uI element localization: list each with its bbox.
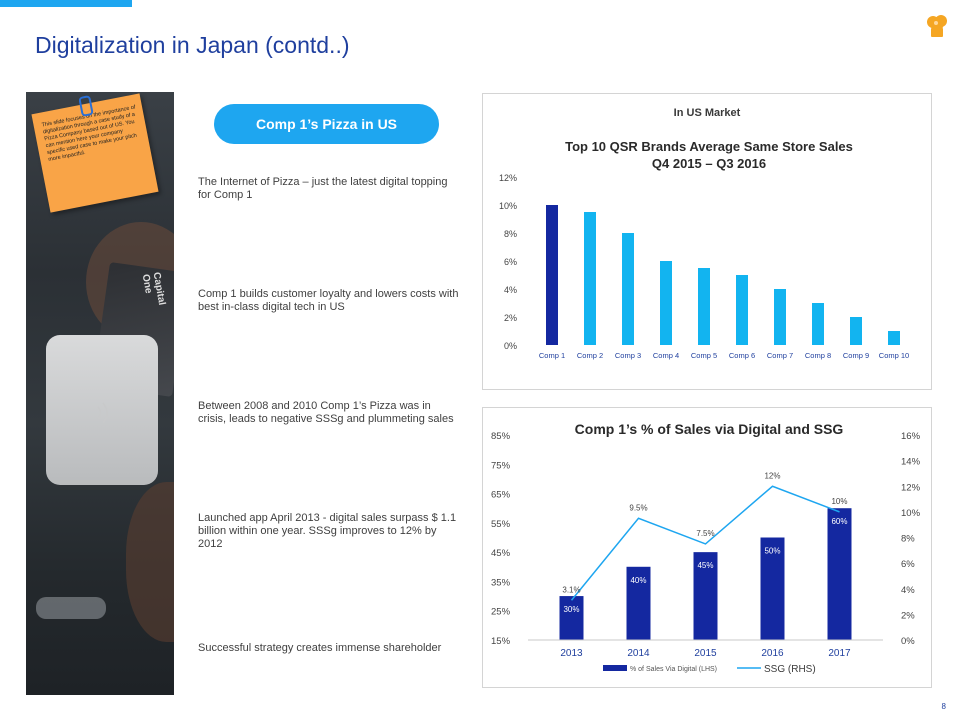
chart2-ytick-left: 75% bbox=[491, 460, 511, 471]
legend-label-digital: % of Sales Via Digital (LHS) bbox=[630, 666, 717, 673]
point-2: Comp 1 builds customer loyalty and lower… bbox=[198, 288, 459, 313]
legend-swatch-digital bbox=[603, 665, 627, 671]
chart2-ytick-right: 16% bbox=[901, 431, 921, 442]
chart2-line-label: 7.5% bbox=[696, 529, 714, 538]
chart2-line-label: 3.1% bbox=[562, 585, 580, 594]
chart1-xtick: Comp 7 bbox=[767, 351, 793, 360]
legend-label-ssg: SSG (RHS) bbox=[764, 664, 816, 675]
chart2-ytick-left: 25% bbox=[491, 607, 511, 618]
chart2-xtick: 2015 bbox=[694, 648, 717, 659]
chart2-bar bbox=[827, 508, 852, 640]
chart1-bar bbox=[888, 331, 900, 345]
chart1-ytick: 2% bbox=[504, 313, 517, 323]
card-reader bbox=[46, 335, 158, 485]
chart-panel-digital-ssg: Comp 1’s % of Sales via Digital and SSG … bbox=[482, 407, 932, 688]
chart2-legend: % of Sales Via Digital (LHS) SSG (RHS) bbox=[603, 664, 816, 675]
chart1-xtick: Comp 4 bbox=[653, 351, 679, 360]
chart2-ytick-left: 65% bbox=[491, 490, 511, 501]
chart2-ytick-right: 12% bbox=[901, 482, 921, 493]
chart1-bar bbox=[584, 212, 596, 345]
chart2-bar-label: 50% bbox=[764, 547, 780, 556]
chart1-ytick: 12% bbox=[499, 173, 517, 183]
chart2-ssg-line bbox=[570, 485, 840, 601]
chart1-bar bbox=[850, 317, 862, 345]
chart1-xtick: Comp 2 bbox=[577, 351, 603, 360]
chart2-bar-label: 45% bbox=[697, 561, 713, 570]
contactless-icon bbox=[97, 402, 108, 424]
chart1-header: In US Market bbox=[674, 107, 741, 119]
chart1-title: Top 10 QSR Brands Average Same Store Sal… bbox=[565, 139, 853, 154]
chart2-line-label: 10% bbox=[831, 497, 847, 506]
chart2-bar bbox=[693, 552, 718, 640]
chart2-xtick: 2014 bbox=[627, 648, 650, 659]
page-number: 8 bbox=[941, 702, 946, 711]
chart1-subtitle: Q4 2015 – Q3 2016 bbox=[652, 156, 766, 171]
chart1-xtick: Comp 10 bbox=[879, 351, 909, 360]
chart2-bar-label: 40% bbox=[630, 576, 646, 585]
chart2-xtick: 2017 bbox=[828, 648, 851, 659]
point-4: Launched app April 2013 - digital sales … bbox=[198, 512, 457, 550]
chart1-bar bbox=[774, 289, 786, 345]
keys-shape bbox=[36, 597, 106, 619]
point-5: Successful strategy creates immense shar… bbox=[198, 642, 442, 654]
chart2-ytick-right: 6% bbox=[901, 559, 915, 570]
top-accent-bar bbox=[0, 0, 132, 7]
chart1-ytick: 6% bbox=[504, 257, 517, 267]
chart2-ytick-right: 0% bbox=[901, 636, 915, 647]
chart1-bar bbox=[660, 261, 672, 345]
chart1-xtick: Comp 5 bbox=[691, 351, 717, 360]
chef-hat-logo-icon bbox=[927, 15, 947, 37]
chart2-ytick-right: 4% bbox=[901, 585, 915, 596]
chart1-xtick: Comp 8 bbox=[805, 351, 831, 360]
chart2-ytick-right: 14% bbox=[901, 457, 921, 468]
chart1-bar bbox=[736, 275, 748, 345]
chart1-bar bbox=[698, 268, 710, 345]
chart2-xtick: 2016 bbox=[761, 648, 784, 659]
chart2-line-label: 9.5% bbox=[629, 503, 647, 512]
chart2-bar-label: 30% bbox=[563, 605, 579, 614]
chart2-bar-label: 60% bbox=[831, 517, 847, 526]
point-1: The Internet of Pizza – just the latest … bbox=[198, 176, 448, 201]
digital-ssg-combo-chart: Comp 1’s % of Sales via Digital and SSG … bbox=[491, 421, 921, 675]
comp-pizza-pill: Comp 1’s Pizza in US bbox=[214, 104, 439, 144]
chart2-ytick-left: 45% bbox=[491, 548, 511, 559]
chart2-ytick-left: 55% bbox=[491, 519, 511, 530]
chart1-xtick: Comp 9 bbox=[843, 351, 869, 360]
chart1-ytick: 8% bbox=[504, 229, 517, 239]
chart2-ytick-right: 8% bbox=[901, 534, 915, 545]
sticky-note-text: This slide focuses on the importance of … bbox=[41, 104, 138, 163]
chart1-bar bbox=[622, 233, 634, 345]
qsr-bar-chart: In US Market Top 10 QSR Brands Average S… bbox=[499, 107, 909, 360]
chart-panel-us-market: In US Market Top 10 QSR Brands Average S… bbox=[482, 93, 932, 390]
chart2-title: Comp 1’s % of Sales via Digital and SSG bbox=[575, 421, 844, 437]
chart2-ytick-left: 35% bbox=[491, 577, 511, 588]
hand-shape-lower bbox=[126, 482, 174, 642]
chart1-ytick: 4% bbox=[504, 285, 517, 295]
chart2-bar bbox=[760, 537, 785, 640]
chart2-ytick-left: 15% bbox=[491, 636, 511, 647]
chart2-ytick-right: 2% bbox=[901, 610, 915, 621]
chart2-ytick-left: 85% bbox=[491, 431, 511, 442]
chart2-line-label: 12% bbox=[764, 471, 780, 480]
chart1-ytick: 0% bbox=[504, 341, 517, 351]
chart2-bar bbox=[626, 566, 651, 640]
chart2-bar bbox=[559, 596, 584, 640]
chart1-xtick: Comp 3 bbox=[615, 351, 641, 360]
chart1-xtick: Comp 1 bbox=[539, 351, 565, 360]
chart1-ytick: 10% bbox=[499, 201, 517, 211]
page-title: Digitalization in Japan (contd..) bbox=[35, 32, 350, 58]
chart2-ytick-right: 10% bbox=[901, 508, 921, 519]
point-3: Between 2008 and 2010 Comp 1’s Pizza was… bbox=[198, 400, 454, 425]
chart1-xtick: Comp 6 bbox=[729, 351, 755, 360]
sticky-note: This slide focuses on the importance of … bbox=[31, 93, 159, 213]
chart2-xtick: 2013 bbox=[560, 648, 583, 659]
chart1-bar bbox=[546, 205, 558, 345]
chart1-bar bbox=[812, 303, 824, 345]
